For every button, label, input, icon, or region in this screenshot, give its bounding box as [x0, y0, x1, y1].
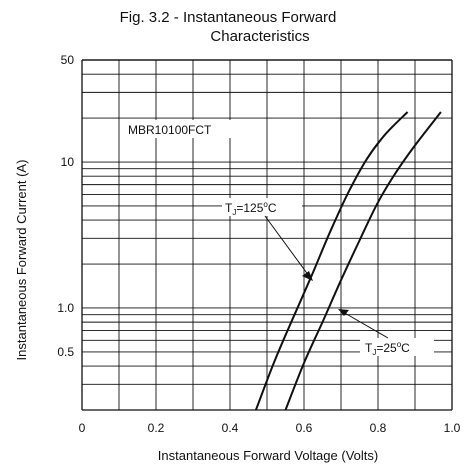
x-tick-label: 0.6 [296, 421, 313, 435]
x-tick-label: 0.4 [222, 421, 239, 435]
chart-title: Fig. 3.2 - Instantaneous Forward Charact… [120, 9, 337, 45]
y-tick-label: 10 [61, 155, 75, 169]
x-tick-label: 0 [79, 421, 86, 435]
annotation-part: MBR10100FCT [124, 120, 234, 138]
x-tick-label: 0.8 [370, 421, 387, 435]
annotation-125c-bg [222, 198, 302, 216]
tick-labels: 0 0.2 0.4 0.6 0.8 1.0 50 10 1.0 0.5 [57, 53, 460, 435]
annotation-125c: TJ=125oC [222, 198, 313, 281]
x-tick-label: 0.2 [148, 421, 165, 435]
annotation-25c: TJ=25oC [338, 309, 434, 357]
y-tick-label: 0.5 [57, 345, 74, 359]
y-axis-label: Instantaneous Forward Current (A) [14, 160, 29, 361]
series-line [254, 111, 409, 411]
series-lines [254, 111, 442, 411]
annotation-25c-arrow [342, 311, 389, 339]
y-tick-label: 1.0 [57, 301, 74, 315]
annotation-25c-bg [360, 338, 434, 356]
annotation-25c-arrowhead [338, 309, 349, 316]
y-tick-label: 50 [61, 53, 75, 67]
annotation-125c-arrow [264, 215, 310, 277]
annotation-25c-label: TJ=25oC [365, 340, 410, 357]
annotation-part-bg [124, 120, 234, 138]
series-line [284, 111, 442, 411]
x-axis-label: Instantaneous Forward Voltage (Volts) [158, 448, 378, 463]
grid [81, 59, 453, 411]
chart-title-line-1: Fig. 3.2 - Instantaneous Forward [120, 9, 337, 26]
annotation-125c-arrowhead [302, 271, 313, 281]
annotation-part-label: MBR10100FCT [128, 123, 212, 137]
annotation-125c-label: TJ=125oC [225, 200, 277, 217]
chart-title-line-2: Characteristics [210, 28, 309, 45]
x-tick-label: 1.0 [444, 421, 461, 435]
